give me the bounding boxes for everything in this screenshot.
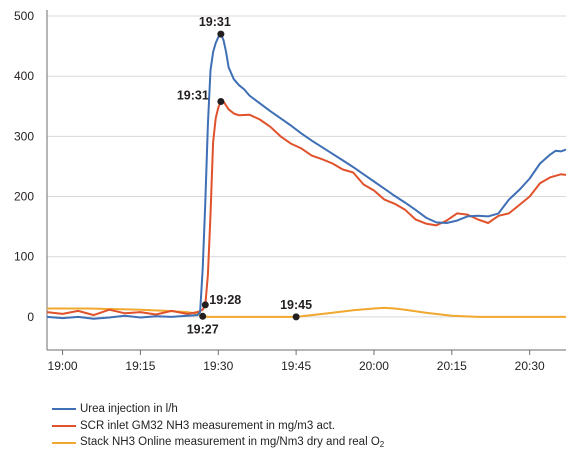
gridlines bbox=[47, 15, 566, 318]
annotation-label-1-1: 19:28 bbox=[209, 293, 241, 307]
x-tick-label-5: 20:15 bbox=[437, 359, 467, 373]
y-tick-label-200: 200 bbox=[14, 190, 34, 204]
legend-swatch-stack bbox=[52, 441, 76, 444]
legend-label-scr-inlet: SCR inlet GM32 NH3 measurement in mg/m3 … bbox=[80, 419, 336, 432]
series-group bbox=[46, 33, 567, 320]
x-tick-label-6: 20:30 bbox=[515, 359, 545, 373]
y-tick-label-0: 0 bbox=[27, 310, 34, 324]
legend-item-urea: Urea injection in l/h bbox=[52, 400, 567, 417]
annotation-point-2-0 bbox=[199, 312, 207, 320]
annotation-point-0-0 bbox=[217, 30, 225, 38]
y-tick-label-100: 100 bbox=[14, 250, 34, 264]
annotation-label-1-0: 19:31 bbox=[177, 88, 209, 102]
x-tick-label-4: 20:00 bbox=[359, 359, 389, 373]
series-line-0 bbox=[46, 33, 567, 320]
x-tick-label-2: 19:30 bbox=[203, 359, 233, 373]
o2-subscript: 2 bbox=[379, 440, 385, 449]
legend-swatch-scr-inlet bbox=[52, 424, 76, 427]
y-tick-label-500: 500 bbox=[14, 9, 34, 23]
legend-label-stack: Stack NH3 Online measurement in mg/Nm3 d… bbox=[80, 436, 385, 449]
legend-swatch-urea bbox=[52, 407, 76, 410]
legend-item-stack: Stack NH3 Online measurement in mg/Nm3 d… bbox=[52, 434, 567, 451]
y-tick-label-300: 300 bbox=[14, 129, 34, 143]
x-tick-label-1: 19:15 bbox=[125, 359, 155, 373]
annotation-label-2-0: 19:27 bbox=[187, 322, 219, 336]
x-axis: 19:00 19:15 19:30 19:45 20:00 20:15 20:30 bbox=[47, 349, 566, 373]
line-chart: 19:00 19:15 19:30 19:45 20:00 20:15 20:30 0 100… bbox=[14, 9, 567, 373]
legend: Urea injection in l/h SCR inlet GM32 NH3… bbox=[52, 400, 567, 451]
series-line-1 bbox=[46, 100, 567, 317]
y-tick-label-400: 400 bbox=[14, 69, 34, 83]
annotation-point-2-1 bbox=[292, 313, 300, 321]
x-tick-label-0: 19:00 bbox=[48, 359, 78, 373]
y-axis: 0 100 200 300 400 500 bbox=[14, 9, 48, 350]
annotation-label-2-1: 19:45 bbox=[280, 298, 312, 312]
annotation-point-1-0 bbox=[217, 97, 225, 105]
annotations: 19:31 19:31 19:28 19:27 19:45 bbox=[177, 15, 312, 336]
annotation-label-0-0: 19:31 bbox=[199, 15, 231, 29]
annotation-point-1-1 bbox=[201, 301, 209, 309]
legend-label-urea: Urea injection in l/h bbox=[80, 402, 178, 415]
x-tick-label-3: 19:45 bbox=[281, 359, 311, 373]
legend-item-scr-inlet: SCR inlet GM32 NH3 measurement in mg/m3 … bbox=[52, 417, 567, 434]
